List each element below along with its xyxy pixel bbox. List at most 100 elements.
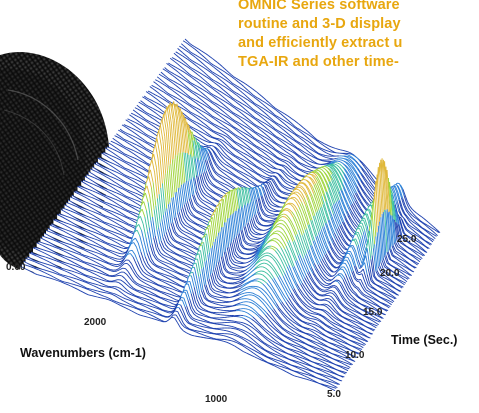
spectrum-line-segment	[432, 231, 436, 234]
spectrum-line-segment	[285, 131, 289, 135]
spectrum-line-segment	[283, 198, 287, 200]
spectrum-line-segment	[409, 212, 413, 216]
spectrum-line-segment	[296, 135, 300, 139]
spectrum-line-segment	[357, 218, 361, 222]
spectrum-line-segment	[265, 160, 269, 164]
spectrum-line-segment	[300, 162, 304, 165]
spectrum-line-segment	[322, 144, 326, 147]
spectrum-line-segment	[348, 177, 353, 183]
spectrum-line-segment	[281, 132, 285, 135]
spectrum-line-segment	[309, 158, 313, 161]
spectrum-line-segment	[316, 152, 320, 155]
spectrum-line-segment	[405, 215, 409, 221]
spectrum-line-segment	[313, 143, 317, 147]
spectrum-line-segment	[414, 231, 418, 235]
spectrum-line-segment	[284, 134, 288, 137]
spectrum-line-segment	[267, 158, 271, 161]
spectrum-line-segment	[258, 140, 262, 143]
spectrum-line-segment	[192, 46, 196, 50]
spectrum-line-segment	[350, 171, 354, 176]
spectrum-line-segment	[297, 174, 301, 177]
spectrum-line-segment	[255, 145, 259, 148]
spectrum-line-segment	[334, 163, 338, 166]
spectrum-line-segment	[366, 187, 370, 192]
spectrum-line-segment	[350, 163, 354, 167]
spectrum-line-segment	[357, 173, 361, 179]
spectrum-line-segment	[263, 132, 267, 136]
spectrum-line-segment	[420, 227, 424, 230]
spectrum-line-segment	[203, 101, 207, 105]
spectrum-line-segment	[290, 170, 294, 173]
spectrum-line-segment	[271, 132, 275, 136]
spectrum-line-segment	[192, 68, 196, 71]
spectrum-line-segment	[284, 123, 288, 127]
spectrum-line-segment	[417, 244, 421, 247]
spectrum-line-segment	[427, 237, 431, 241]
spectrum-line-segment	[313, 171, 316, 173]
spectrum-line-segment	[416, 223, 420, 227]
spectrum-line-segment	[300, 175, 303, 178]
spectrum-line-segment	[205, 98, 209, 101]
spectrum-line-segment	[400, 215, 404, 218]
spectrum-line-segment	[252, 149, 256, 153]
spectrum-line-segment	[417, 238, 421, 242]
spectrum-line-segment	[239, 137, 243, 140]
spectrum-line-segment	[203, 86, 207, 90]
spectrum-line-segment	[225, 106, 229, 109]
spectrum-line-segment	[168, 79, 172, 83]
spectrum-line-segment	[234, 128, 237, 131]
spectrum-line-segment	[295, 173, 299, 176]
spectrum-line-segment	[311, 165, 315, 168]
spectrum-line-segment	[260, 113, 263, 116]
spectrum-line-segment	[196, 95, 200, 99]
spectrum-line-segment	[295, 139, 299, 143]
spectrum-line-segment	[305, 129, 309, 132]
spectrum-line-segment	[312, 170, 315, 173]
spectrum-line-segment	[397, 214, 402, 225]
spectrum-line-segment	[172, 95, 176, 98]
spectrum-line-segment	[254, 90, 258, 93]
spectrum-line-segment	[411, 232, 415, 235]
spectrum-line-segment	[207, 85, 211, 88]
spectrum-line-segment	[164, 69, 168, 73]
spectrum-line-segment	[371, 193, 375, 197]
spectrum-line-segment	[231, 118, 235, 121]
spectrum-line-segment	[291, 129, 295, 133]
spectrum-line-segment	[194, 99, 198, 102]
spectrum-line-segment	[403, 195, 407, 203]
spectrum-line-segment	[361, 194, 365, 199]
spectrum-line-segment	[419, 251, 423, 254]
spectrum-line-segment	[364, 201, 368, 206]
spectrum-line-segment	[330, 164, 333, 168]
spectrum-line-segment	[400, 235, 404, 240]
spectrum-line-segment	[197, 59, 201, 62]
spectrum-line-segment	[182, 90, 186, 94]
spectrum-line-segment	[291, 149, 295, 152]
spectrum-line-segment	[280, 153, 284, 157]
spectrum-line-segment	[413, 222, 417, 225]
spectrum-line-segment	[208, 90, 212, 94]
spectrum-line-segment	[181, 92, 184, 95]
spectrum-line-segment	[399, 245, 403, 248]
spectrum-line-segment	[176, 75, 180, 78]
spectrum-line-segment	[186, 50, 190, 53]
spectrum-line-segment	[215, 131, 219, 134]
spectrum-line-segment	[309, 139, 313, 142]
spectrum-line-segment	[186, 40, 190, 44]
spectrum-line-segment	[188, 88, 192, 91]
spectrum-line-segment	[351, 161, 355, 166]
spectrum-line-segment	[254, 137, 258, 140]
spectrum-line-segment	[221, 77, 225, 80]
spectrum-line-segment	[354, 169, 358, 175]
caption-line-2: routine and 3-D display	[238, 16, 401, 32]
spectrum-line-segment	[418, 231, 422, 234]
spectrum-line-segment	[181, 43, 184, 47]
spectrum-line-segment	[405, 222, 409, 227]
spectrum-line-segment	[268, 125, 272, 128]
spectrum-line-segment	[267, 131, 271, 135]
spectrum-line-segment	[406, 235, 410, 238]
spectrum-line-segment	[299, 157, 303, 160]
spectrum-line-segment	[261, 141, 265, 144]
spectrum-line-segment	[221, 106, 225, 109]
spectrum-line-segment	[195, 72, 199, 76]
